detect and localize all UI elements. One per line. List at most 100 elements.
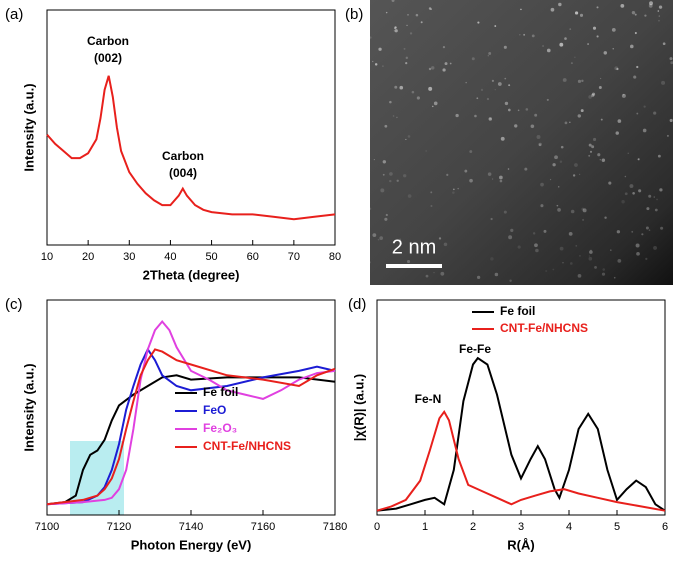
speckle xyxy=(393,30,396,32)
speckle xyxy=(372,60,374,63)
speckle xyxy=(469,150,473,153)
speckle xyxy=(415,13,419,17)
speckle xyxy=(474,114,477,118)
speckle xyxy=(617,119,622,123)
speckle xyxy=(558,186,560,188)
speckle xyxy=(638,189,642,193)
speckle xyxy=(611,27,616,32)
speckle xyxy=(542,45,544,47)
speckle xyxy=(648,229,651,231)
panel-label: (b) xyxy=(345,6,363,23)
speckle xyxy=(552,268,555,271)
speckle xyxy=(636,65,639,69)
speckle xyxy=(405,138,407,141)
x-tick-label: 40 xyxy=(164,251,176,263)
speckle xyxy=(557,207,561,212)
data-line xyxy=(376,409,666,512)
speckle xyxy=(636,112,639,115)
speckle xyxy=(517,245,521,249)
speckle xyxy=(525,108,529,111)
speckle xyxy=(642,128,647,133)
speckle xyxy=(591,93,595,98)
speckle xyxy=(476,97,479,100)
legend-label: CNT-Fe/NHCNS xyxy=(500,321,588,335)
x-axis-label: Photon Energy (eV) xyxy=(131,537,252,552)
speckle xyxy=(588,255,591,257)
speckle xyxy=(658,15,661,17)
speckle xyxy=(384,124,388,128)
data-line xyxy=(46,319,336,506)
speckle xyxy=(577,273,582,278)
speckle xyxy=(634,32,637,35)
speckle xyxy=(504,101,509,106)
speckle xyxy=(657,10,660,12)
speckle xyxy=(455,113,459,118)
speckle xyxy=(487,55,489,57)
speckle xyxy=(538,143,542,147)
speckle xyxy=(416,96,420,100)
y-axis-label: |χ(R)| (a.u.) xyxy=(351,374,366,441)
speckle xyxy=(428,67,432,71)
speckle xyxy=(488,117,493,121)
speckle xyxy=(596,6,599,9)
speckle xyxy=(389,100,392,104)
data-line xyxy=(376,356,666,512)
speckle xyxy=(554,155,558,160)
x-tick-label: 30 xyxy=(123,251,135,263)
speckle xyxy=(658,5,663,9)
speckle xyxy=(653,196,656,198)
speckle xyxy=(602,268,606,271)
speckle xyxy=(621,200,625,204)
speckle xyxy=(657,154,661,158)
x-tick-label: 50 xyxy=(205,251,217,263)
speckle xyxy=(635,243,640,248)
speckle xyxy=(660,226,664,230)
speckle xyxy=(378,47,382,51)
speckle xyxy=(508,235,513,240)
speckle xyxy=(430,8,432,11)
speckle xyxy=(577,114,581,118)
speckle xyxy=(497,82,502,86)
speckle xyxy=(469,178,473,183)
plot-frame xyxy=(46,9,336,246)
legend-label: Fe foil xyxy=(500,304,535,318)
x-axis-label: R(Å) xyxy=(507,537,534,552)
speckle xyxy=(369,261,372,264)
speckle xyxy=(433,101,438,106)
speckle xyxy=(608,181,612,185)
speckle xyxy=(425,150,427,152)
speckle xyxy=(600,77,602,80)
speckle xyxy=(500,136,505,141)
speckle xyxy=(503,45,507,49)
speckle xyxy=(409,32,413,35)
speckle xyxy=(490,217,493,221)
speckle xyxy=(399,238,402,241)
speckle xyxy=(661,80,666,85)
data-line xyxy=(46,75,336,221)
speckle xyxy=(562,78,567,82)
speckle xyxy=(634,13,637,16)
speckle xyxy=(598,86,602,89)
speckle xyxy=(597,153,601,157)
speckle xyxy=(507,108,511,112)
speckle xyxy=(579,173,581,175)
speckle xyxy=(562,262,564,264)
speckle xyxy=(452,188,455,191)
speckle xyxy=(546,98,549,101)
speckle xyxy=(382,160,387,164)
speckle xyxy=(624,192,628,196)
speckle xyxy=(591,145,595,149)
speckle xyxy=(552,163,556,167)
panel-label: (a) xyxy=(5,6,23,23)
speckle xyxy=(534,243,538,248)
x-tick-label: 10 xyxy=(41,251,53,263)
speckle xyxy=(403,47,406,50)
speckle xyxy=(636,251,640,256)
speckle xyxy=(631,10,636,15)
speckle xyxy=(653,111,657,115)
x-tick-label: 60 xyxy=(247,251,259,263)
speckle xyxy=(670,61,673,65)
x-axis-label: 2Theta (degree) xyxy=(143,267,240,282)
speckle xyxy=(480,88,484,92)
speckle xyxy=(556,204,559,207)
